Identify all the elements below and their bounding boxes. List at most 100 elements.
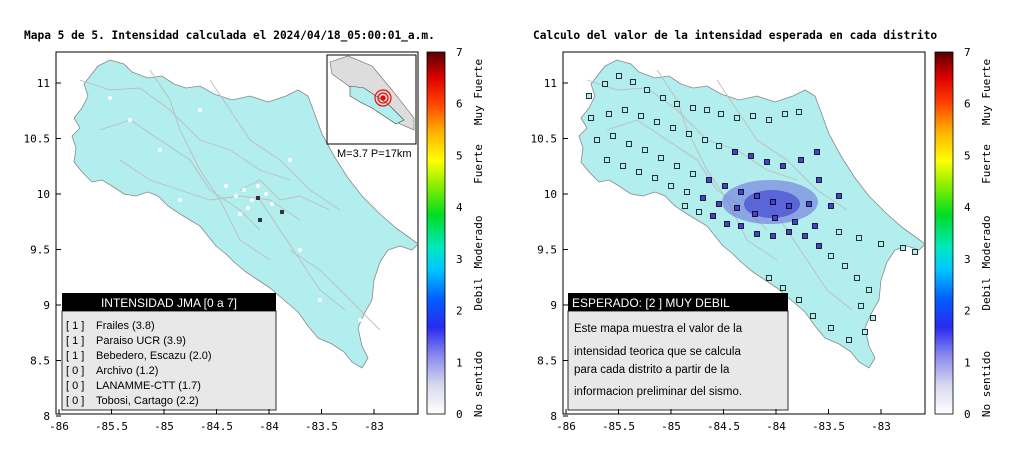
district-square <box>684 189 690 195</box>
colorbar-category-label: No sentido <box>980 351 993 417</box>
district-square <box>674 163 680 169</box>
x-tick-label: -85 <box>661 420 681 433</box>
district-square <box>642 147 648 153</box>
district-square <box>594 137 600 143</box>
district-square <box>602 81 608 87</box>
district-square <box>750 113 756 119</box>
left-station-dots <box>108 96 362 322</box>
district-square <box>870 315 876 321</box>
station-code: [ 0 ] <box>66 380 84 392</box>
colorbar-category-label: Fuerte <box>980 144 993 184</box>
epicenter-target-icon <box>374 89 392 107</box>
district-square <box>752 211 758 217</box>
district-square <box>622 107 628 113</box>
district-square <box>670 125 676 131</box>
district-square <box>772 215 778 221</box>
right-map-panel: Calculo del valor de la intensidad esper… <box>533 29 937 415</box>
district-square <box>796 297 802 303</box>
y-tick-label: 8 <box>550 410 557 423</box>
y-tick-label: 9 <box>550 299 557 312</box>
district-square <box>658 155 664 161</box>
district-square <box>626 141 632 147</box>
y-tick-label: 8.5 <box>537 355 557 368</box>
station-code: [ 1 ] <box>66 335 84 347</box>
y-tick-label: 10.5 <box>531 133 558 146</box>
station-legend-header: INTENSIDAD JMA [0 a 7] <box>101 296 237 310</box>
district-square <box>854 275 860 281</box>
district-square <box>766 275 772 281</box>
colorbar-category-label: Muy Fuerte <box>472 59 485 125</box>
district-square <box>644 87 650 93</box>
district-square <box>668 183 674 189</box>
x-tick-label: -86 <box>49 420 69 433</box>
y-tick-label: 10 <box>37 188 50 201</box>
station-code: [ 0 ] <box>66 395 84 407</box>
x-tick-label: -85.5 <box>95 420 128 433</box>
x-tick-label: -84.5 <box>707 420 740 433</box>
district-square <box>616 73 622 79</box>
colorbar-tick-label: 7 <box>964 46 971 59</box>
station-code: [ 1 ] <box>66 320 84 332</box>
district-square <box>792 219 798 225</box>
district-square <box>842 263 848 269</box>
district-square <box>654 119 660 125</box>
district-square <box>716 201 722 207</box>
colorbar-tick-label: 4 <box>456 201 463 214</box>
district-square <box>706 177 712 183</box>
colorbar-tick-label: 5 <box>456 149 463 162</box>
district-square <box>722 183 728 189</box>
district-square <box>686 131 692 137</box>
station-code: [ 1 ] <box>66 350 84 362</box>
colorbar-tick-label: 2 <box>964 305 971 318</box>
colorbar-tick-label: 6 <box>456 98 463 111</box>
colorbar-tick-label: 0 <box>964 408 971 421</box>
station-legend-header-bg <box>62 293 276 311</box>
x-tick-label: -84.5 <box>200 420 233 433</box>
district-square <box>610 133 616 139</box>
district-square <box>718 111 724 117</box>
district-square <box>734 115 740 121</box>
x-tick-label: -85 <box>154 420 174 433</box>
colorbar-tick-label: 7 <box>456 46 463 59</box>
district-square <box>636 169 642 175</box>
district-square <box>682 203 688 209</box>
colorbar-tick-label: 0 <box>456 408 463 421</box>
x-tick-label: -86 <box>556 420 576 433</box>
station-name: LANAMME-CTT (1.7) <box>96 380 201 392</box>
description-line-2: intensidad teorica que se calcula <box>574 346 741 358</box>
locator-inset: M=3.7 P=17km <box>326 54 417 160</box>
district-square <box>828 253 834 259</box>
station-legend: INTENSIDAD JMA [0 a 7] [ 1 ] Frailes (3.8… <box>61 293 277 411</box>
x-tick-label: -84 <box>259 420 279 433</box>
district-square <box>738 223 744 229</box>
district-square <box>770 199 776 205</box>
district-square <box>856 235 862 241</box>
left-reporting-stations <box>256 196 284 222</box>
district-square <box>786 203 792 209</box>
colorbar-tick-label: 6 <box>964 98 971 111</box>
district-square <box>782 111 788 117</box>
district-square <box>846 337 852 343</box>
district-square <box>652 175 658 181</box>
district-square <box>738 189 744 195</box>
district-square <box>700 195 706 201</box>
y-tick-label: 9.5 <box>537 244 557 257</box>
colorbar-tick-label: 2 <box>456 305 463 318</box>
colorbar-tick-label: 5 <box>964 149 971 162</box>
district-square <box>604 157 610 163</box>
district-square <box>836 193 842 199</box>
district-square <box>690 171 696 177</box>
district-square <box>836 229 842 235</box>
inset-caption: M=3.7 P=17km <box>337 148 412 160</box>
colorbar-tick-label: 1 <box>964 356 971 369</box>
district-square <box>802 233 808 239</box>
colorbar-category-label: Moderado <box>472 216 485 269</box>
district-square <box>638 113 644 119</box>
colorbar-category-label: Debil <box>472 277 485 310</box>
x-tick-label: -83 <box>871 420 891 433</box>
district-square <box>748 153 754 159</box>
y-tick-label: 8 <box>43 410 50 423</box>
district-square <box>704 107 710 113</box>
right-colorbar: 0 1 2 3 4 5 6 7 No sentido Debil Moderado Fuerte Mu… <box>934 46 993 421</box>
district-square <box>734 205 740 211</box>
